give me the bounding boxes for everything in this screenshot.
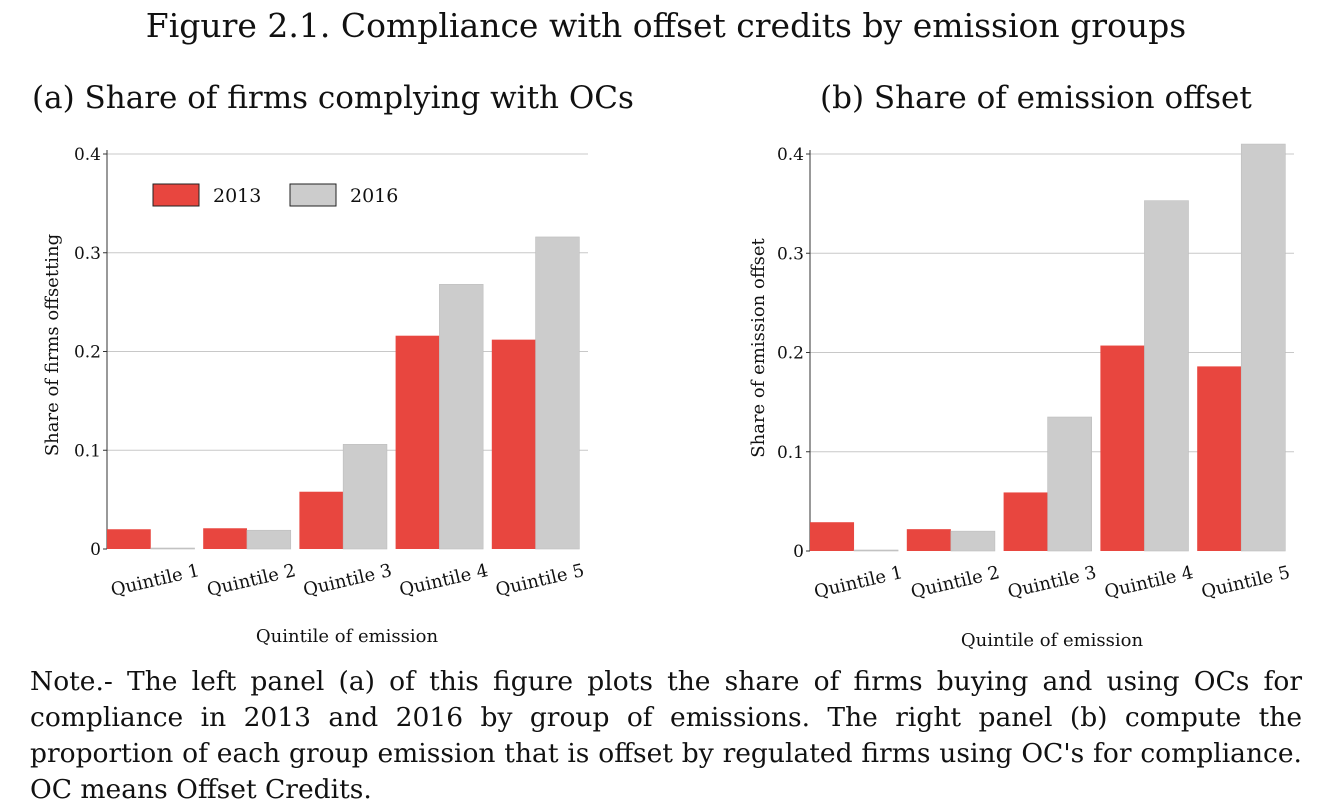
x-axis-title: Quintile of emission — [961, 630, 1144, 651]
bar-2013-3 — [1003, 492, 1048, 551]
y-tick-label: 0.3 — [74, 244, 101, 264]
legend-swatch-2013 — [152, 183, 200, 207]
y-tick-label: 0.4 — [777, 145, 804, 165]
y-tick-label: 0.2 — [74, 343, 101, 363]
y-axis-title: Share of firms offsetting — [42, 234, 63, 456]
bar-2013-1 — [810, 522, 855, 551]
x-axis-title: Quintile of emission — [256, 626, 439, 647]
legend-label-2016: 2016 — [350, 185, 398, 207]
bar-2016-4 — [1144, 200, 1189, 552]
legend-label-2013: 2013 — [213, 185, 261, 207]
figure-title: Figure 2.1. Compliance with offset credi… — [145, 6, 1187, 45]
y-tick-label: 0 — [90, 540, 101, 560]
bar-2013-5 — [491, 339, 536, 549]
legend-swatch-2016 — [289, 183, 337, 207]
bar-2016-2 — [246, 529, 292, 550]
x-category-label: Quintile 2 — [909, 562, 1002, 603]
y-tick-label: 0.4 — [74, 145, 101, 165]
x-category-label: Quintile 5 — [1199, 562, 1292, 603]
bar-2016-5 — [1240, 143, 1286, 552]
bar-2013-5 — [1197, 366, 1242, 551]
bar-2013-4 — [395, 335, 440, 549]
bar-2013-2 — [906, 529, 951, 551]
panel-a-title: (a) Share of firms complying with OCs — [32, 80, 634, 116]
panel-b-title: (b) Share of emission offset — [820, 80, 1252, 116]
bar-2016-3 — [342, 444, 388, 550]
bar-2016-3 — [1047, 416, 1092, 552]
bar-2016-5 — [535, 236, 580, 550]
bar-2013-4 — [1100, 345, 1145, 551]
y-tick-label: 0.1 — [777, 443, 804, 463]
y-tick-label: 0.1 — [74, 441, 101, 461]
x-category-label: Quintile 4 — [1103, 562, 1196, 603]
bar-2016-1 — [150, 547, 195, 550]
y-tick-label: 0.3 — [777, 244, 804, 264]
x-category-label: Quintile 1 — [812, 562, 905, 603]
y-axis-title: Share of emission offset — [748, 238, 769, 458]
figure-note: Note.- The left panel (a) of this figure… — [30, 666, 1302, 805]
bar-2016-4 — [439, 284, 484, 550]
bar-2013-3 — [299, 491, 344, 549]
y-tick-label: 0.2 — [777, 344, 804, 364]
bar-2013-1 — [107, 529, 151, 549]
bar-2013-2 — [203, 528, 247, 549]
x-category-label: Quintile 3 — [1006, 562, 1099, 603]
y-tick-label: 0 — [793, 542, 804, 562]
bar-2016-1 — [853, 549, 899, 552]
bar-2016-2 — [950, 530, 996, 552]
